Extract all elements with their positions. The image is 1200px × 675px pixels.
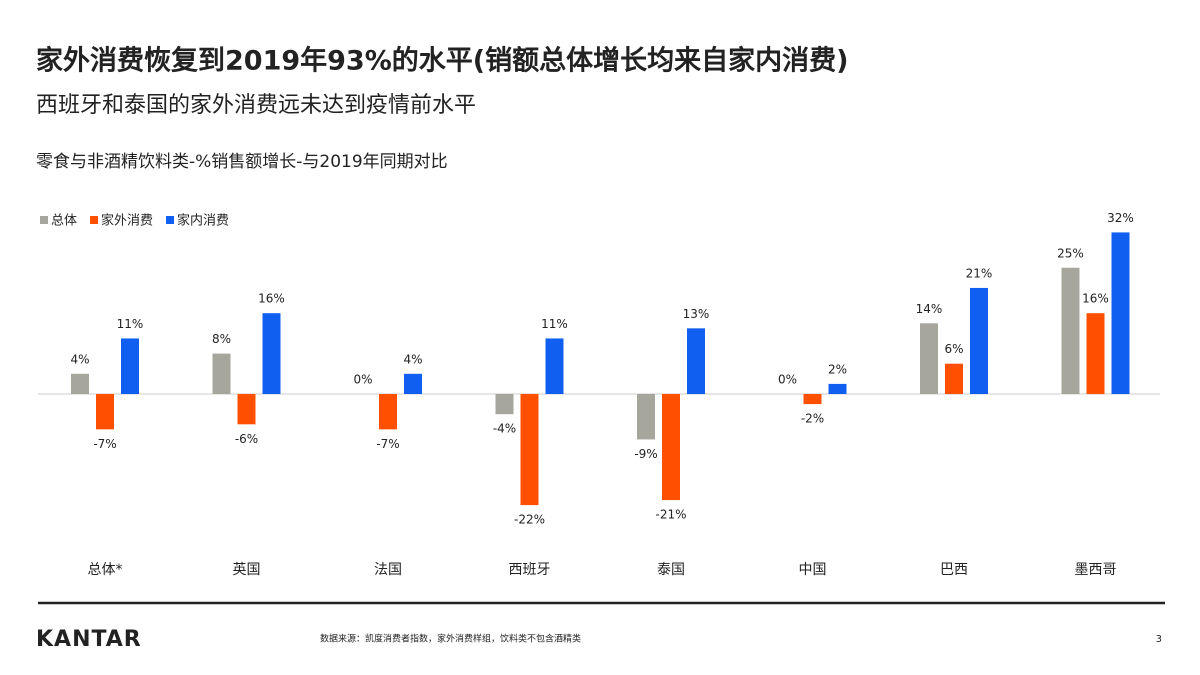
bar bbox=[920, 323, 938, 394]
value-label: 32% bbox=[1107, 211, 1134, 225]
x-tick-label: 巴西 bbox=[940, 562, 968, 578]
chart-title: 零食与非酒精饮料类-%销售额增长-与2019年同期对比 bbox=[36, 152, 448, 172]
bar bbox=[803, 394, 822, 405]
bar bbox=[520, 394, 539, 506]
x-tick-label: 泰国 bbox=[657, 562, 685, 578]
bar bbox=[262, 313, 281, 394]
value-label: 16% bbox=[1082, 292, 1109, 306]
bar bbox=[71, 373, 89, 394]
bar bbox=[404, 373, 422, 394]
legend-label: 家外消费 bbox=[101, 213, 153, 229]
value-label: -6% bbox=[235, 432, 258, 446]
bar bbox=[637, 394, 655, 440]
x-tick-label: 墨西哥 bbox=[1075, 562, 1117, 578]
bar bbox=[1111, 232, 1130, 394]
legend-label: 家内消费 bbox=[177, 213, 229, 229]
bar bbox=[1061, 267, 1080, 394]
value-label: 11% bbox=[541, 317, 568, 331]
bar bbox=[662, 394, 680, 501]
value-label: 0% bbox=[353, 373, 372, 387]
page-number: 3 bbox=[1156, 634, 1162, 645]
brand: KANTAR bbox=[36, 627, 142, 652]
bar bbox=[1086, 313, 1105, 394]
value-label: -4% bbox=[493, 422, 516, 436]
value-label: 4% bbox=[70, 352, 89, 366]
bar bbox=[545, 338, 564, 394]
value-label: -21% bbox=[655, 508, 686, 522]
x-tick-label: 西班牙 bbox=[509, 562, 551, 578]
legend-label: 总体 bbox=[51, 214, 77, 229]
source: 数据来源：凯度消费者指数，家外消费样组，饮料类不包含酒精类 bbox=[320, 633, 581, 645]
value-label: -7% bbox=[93, 437, 116, 451]
value-label: -7% bbox=[376, 437, 399, 451]
legend-swatch bbox=[166, 216, 175, 224]
x-tick-label: 法国 bbox=[374, 562, 402, 578]
value-label: 11% bbox=[117, 317, 144, 331]
value-label: 6% bbox=[944, 342, 963, 356]
value-label: -22% bbox=[514, 513, 545, 527]
bar bbox=[970, 287, 988, 394]
value-label: 21% bbox=[966, 266, 993, 280]
bar bbox=[495, 394, 514, 415]
bar bbox=[96, 394, 114, 430]
value-label: 25% bbox=[1057, 246, 1084, 260]
value-label: 0% bbox=[778, 373, 797, 387]
value-label: 8% bbox=[212, 332, 231, 346]
bar bbox=[828, 383, 847, 394]
value-label: -9% bbox=[634, 447, 657, 461]
value-label: 13% bbox=[683, 307, 710, 321]
value-label: 4% bbox=[403, 352, 422, 366]
value-label: 16% bbox=[258, 292, 285, 306]
x-tick-label: 总体* bbox=[88, 562, 123, 578]
title: 家外消费恢复到2019年93%的水平(销额总体增长均来自家内消费) bbox=[36, 45, 848, 77]
bar bbox=[237, 394, 256, 425]
value-label: -2% bbox=[801, 412, 824, 426]
value-label: 14% bbox=[916, 302, 943, 316]
legend-swatch bbox=[90, 216, 99, 224]
bar bbox=[945, 363, 963, 394]
subtitle: 西班牙和泰国的家外消费远未达到疫情前水平 bbox=[36, 93, 476, 118]
bar bbox=[212, 353, 231, 394]
bar bbox=[687, 328, 705, 394]
bar bbox=[121, 338, 139, 394]
legend-swatch bbox=[40, 216, 48, 224]
x-tick-label: 英国 bbox=[233, 561, 261, 578]
x-tick-label: 中国 bbox=[799, 562, 827, 578]
value-label: 2% bbox=[828, 362, 847, 376]
bar bbox=[379, 394, 397, 430]
